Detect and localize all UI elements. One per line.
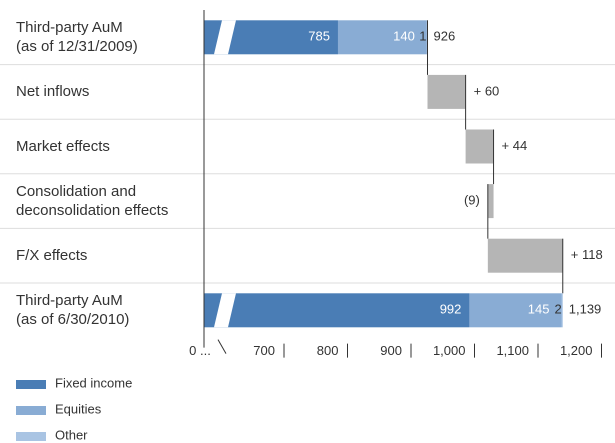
category-label: Market effects (16, 138, 110, 155)
x-tick-label: 700 (253, 343, 275, 358)
change-bar (465, 129, 494, 164)
x-tick-label: 800 (317, 343, 339, 358)
stack-segment (469, 293, 562, 328)
segment-label: 1 (419, 29, 426, 44)
x-tick-label: 1,100 (496, 343, 529, 358)
segment-label: 992 (440, 302, 462, 317)
category-label: Third-party AuM (as of 12/31/2009) (16, 19, 138, 56)
change-bar (427, 74, 466, 109)
legend-label: Other (55, 427, 88, 442)
change-label: (9) (464, 193, 480, 208)
legend-swatch (16, 380, 46, 389)
segment-label: 145 (528, 302, 550, 317)
x-tick-label: 1,200 (560, 343, 593, 358)
stack-segment (204, 293, 470, 328)
change-label: + 60 (474, 83, 500, 98)
change-bar (487, 238, 563, 273)
axis-break (217, 339, 227, 354)
x-tick-label: 900 (380, 343, 402, 358)
segment-label: 2 (555, 302, 562, 317)
stack-segment (337, 20, 427, 55)
axis-break-band (214, 293, 236, 328)
category-label: Net inflows (16, 83, 90, 101)
change-label: + 118 (571, 247, 603, 262)
x-tick-label: 0 ... (189, 343, 211, 358)
stack-segment (561, 293, 563, 328)
category-label: Third-party AuM (as of 6/30/2010) (16, 292, 130, 329)
legend-label: Fixed income (55, 375, 132, 390)
category-label: F/X effects (16, 247, 88, 265)
total-label: 1,139 (569, 302, 602, 317)
total-label: 926 (434, 29, 456, 44)
legend-swatch (16, 432, 46, 441)
category-label: Consolidation and deconsolidation effect… (16, 183, 169, 220)
segment-label: 140 (393, 29, 415, 44)
change-label: + 44 (502, 138, 528, 153)
change-bar (487, 184, 494, 219)
axis-break-band (214, 20, 236, 55)
x-tick-label: 1,000 (433, 343, 466, 358)
legend-label: Equities (55, 401, 102, 416)
legend-swatch (16, 406, 46, 415)
segment-label: 785 (308, 29, 330, 44)
